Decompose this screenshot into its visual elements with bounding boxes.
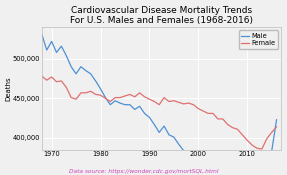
Female bbox=[241, 134, 244, 136]
Male bbox=[128, 104, 131, 106]
Female bbox=[187, 102, 190, 104]
Female bbox=[245, 139, 249, 141]
Male bbox=[187, 152, 190, 154]
Male bbox=[50, 40, 53, 42]
Male bbox=[177, 143, 181, 145]
Female bbox=[40, 75, 44, 77]
Female bbox=[162, 97, 166, 99]
Female bbox=[133, 96, 136, 98]
Male bbox=[69, 66, 73, 68]
Female bbox=[74, 98, 78, 100]
Male bbox=[133, 108, 136, 110]
Female bbox=[128, 93, 131, 95]
Male bbox=[182, 150, 185, 152]
Female bbox=[265, 138, 269, 140]
Female bbox=[60, 80, 63, 82]
Female bbox=[104, 97, 107, 99]
Female bbox=[113, 97, 117, 99]
Female bbox=[84, 92, 88, 94]
Female bbox=[167, 100, 171, 103]
Female bbox=[250, 144, 254, 146]
Male bbox=[275, 119, 278, 121]
Female bbox=[172, 100, 176, 102]
Female bbox=[201, 110, 205, 112]
Text: Data source: https://wonder.cdc.gov/mortSQL.html: Data source: https://wonder.cdc.gov/mort… bbox=[69, 169, 218, 174]
Male bbox=[45, 49, 49, 51]
Y-axis label: Deaths: Deaths bbox=[5, 76, 11, 101]
Male bbox=[60, 45, 63, 47]
Male bbox=[201, 169, 205, 172]
Male bbox=[84, 70, 88, 72]
Female bbox=[99, 94, 102, 96]
Male bbox=[206, 171, 210, 173]
Female bbox=[45, 79, 49, 81]
Male bbox=[148, 116, 151, 118]
Female bbox=[118, 97, 122, 99]
Female bbox=[50, 76, 53, 78]
Male bbox=[158, 131, 161, 134]
Female bbox=[192, 104, 195, 106]
Female bbox=[221, 118, 224, 120]
Male bbox=[162, 125, 166, 127]
Male bbox=[118, 102, 122, 104]
Male bbox=[74, 73, 78, 75]
Female bbox=[236, 128, 239, 130]
Male bbox=[192, 158, 195, 160]
Male bbox=[65, 55, 68, 57]
Female bbox=[123, 95, 127, 97]
Female bbox=[231, 127, 234, 129]
Female bbox=[79, 92, 83, 94]
Title: Cardiovascular Disease Mortality Trends
For U.S. Males and Females (1968-2016): Cardiovascular Disease Mortality Trends … bbox=[70, 6, 253, 25]
Female bbox=[89, 90, 92, 92]
Male bbox=[167, 134, 171, 136]
Male bbox=[89, 73, 92, 75]
Female bbox=[197, 108, 200, 110]
Female bbox=[182, 103, 185, 105]
Female bbox=[226, 123, 229, 125]
Female bbox=[216, 118, 220, 120]
Female bbox=[270, 131, 274, 134]
Female bbox=[94, 93, 97, 95]
Male bbox=[270, 150, 274, 152]
Female bbox=[55, 81, 58, 83]
Male bbox=[143, 112, 146, 114]
Male bbox=[172, 136, 176, 138]
Line: Female: Female bbox=[42, 76, 277, 149]
Female bbox=[65, 86, 68, 88]
Male bbox=[99, 88, 102, 90]
Male bbox=[123, 104, 127, 106]
Female bbox=[255, 147, 259, 149]
Female bbox=[153, 100, 156, 103]
Female bbox=[143, 96, 146, 98]
Male bbox=[94, 80, 97, 82]
Male bbox=[265, 171, 269, 173]
Female bbox=[211, 112, 215, 114]
Female bbox=[206, 112, 210, 114]
Female bbox=[148, 98, 151, 100]
Male bbox=[138, 105, 141, 107]
Line: Male: Male bbox=[42, 34, 277, 175]
Female bbox=[158, 104, 161, 106]
Female bbox=[108, 100, 112, 103]
Female bbox=[260, 148, 263, 150]
Female bbox=[177, 101, 181, 103]
Male bbox=[108, 104, 112, 106]
Male bbox=[211, 173, 215, 175]
Male bbox=[197, 165, 200, 167]
Male bbox=[79, 66, 83, 68]
Male bbox=[55, 51, 58, 54]
Legend: Male, Female: Male, Female bbox=[239, 30, 278, 49]
Female bbox=[138, 92, 141, 94]
Male bbox=[153, 123, 156, 125]
Male bbox=[40, 33, 44, 35]
Female bbox=[275, 126, 278, 128]
Male bbox=[113, 100, 117, 102]
Female bbox=[69, 97, 73, 99]
Male bbox=[104, 97, 107, 99]
